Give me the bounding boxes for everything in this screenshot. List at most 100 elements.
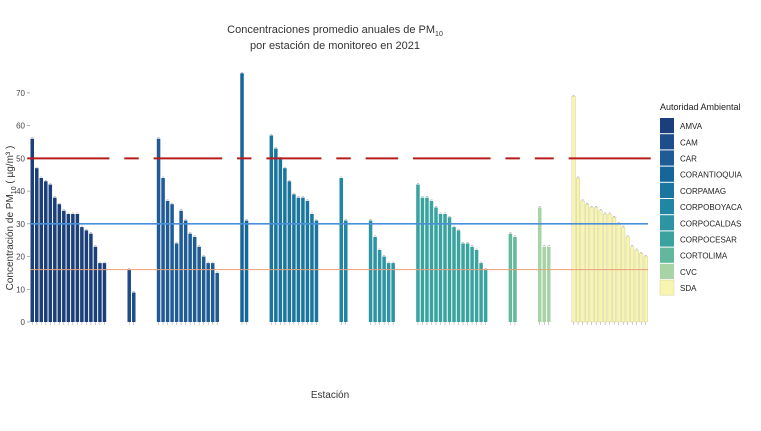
bar-corantioquia-2	[244, 220, 249, 322]
bar-car-5	[174, 243, 179, 322]
legend-label-cvc: CVC	[680, 268, 697, 277]
legend-swatch-car	[660, 150, 674, 166]
reference-lines	[27, 157, 651, 271]
bar-amva-11	[75, 214, 80, 322]
bar-cortolima-1	[508, 233, 513, 322]
bar-car-1	[156, 138, 161, 322]
bar-corpamag-10	[310, 214, 314, 322]
bar-corpocesar-14	[474, 250, 479, 322]
y-tick-label: 0	[21, 318, 26, 327]
bar-car-7	[183, 220, 188, 322]
bar-amva-15	[93, 246, 98, 322]
bar-amva-9	[66, 214, 71, 322]
bar-corpocesar-13	[470, 246, 474, 322]
legend-label-amva: AMVA	[680, 122, 703, 131]
legend-swatch-amva	[660, 118, 674, 134]
bar-corpamag-8	[301, 197, 305, 322]
bar-corpocaldas-6	[391, 263, 395, 322]
legend-swatch-cortolima	[660, 247, 674, 263]
bar-car-6	[179, 210, 183, 322]
y-tick-label: 20	[16, 253, 25, 262]
legend-swatch-sda	[659, 279, 675, 296]
legend-title: Autoridad Ambiental	[660, 102, 741, 112]
y-tick-label: 10	[16, 285, 25, 294]
bar-sda-9	[607, 213, 612, 323]
bar-sda-14	[630, 246, 635, 323]
bar-amva-10	[71, 214, 75, 322]
y-axis: 0 10 20 30 40 50 60 70	[16, 89, 30, 327]
bar-sda-6	[594, 207, 599, 323]
bar-corpocesar-15	[479, 263, 483, 322]
bar-sda-3	[580, 200, 585, 323]
bar-corpamag-9	[305, 200, 310, 322]
bar-car-8	[188, 233, 192, 322]
bar-corpamag-11	[314, 220, 319, 322]
bar-sda-15	[634, 249, 639, 323]
legend: Autoridad Ambiental AMVA CAM CAR CORANTIOQU…	[659, 102, 743, 296]
bar-corantioquia-1	[240, 73, 244, 322]
legend-label-corpocesar: CORPOCESAR	[680, 236, 737, 245]
bar-corpocesar-10	[456, 230, 461, 322]
chart-title-line1: Concentraciones promedio anuales de PM10	[227, 24, 443, 38]
bar-corpocesar-16	[483, 269, 488, 322]
bar-car-14	[215, 272, 219, 322]
bar-car-9	[192, 236, 197, 322]
bar-corpamag-1	[269, 135, 274, 322]
legend-swatch-cvc	[660, 263, 674, 279]
bar-amva-8	[62, 210, 66, 322]
bar-sda-17	[643, 256, 648, 323]
bar-corpocesar-1	[416, 184, 420, 322]
bar-corpocesar-6	[438, 214, 443, 322]
bar-amva-16	[98, 263, 102, 322]
bar-sda-11	[616, 223, 621, 323]
chart-title-line2: por estación de monitoreo en 2021	[250, 40, 420, 52]
y-tick-label: 50	[16, 154, 25, 163]
bar-corpocesar-11	[461, 243, 465, 322]
bar-corpocaldas-5	[386, 263, 391, 322]
x-axis-ticks	[32, 322, 646, 325]
bar-corpocaldas-2	[373, 236, 377, 322]
bar-sda-13	[625, 236, 630, 323]
bar-corpocaldas-3	[377, 250, 382, 322]
bar-amva-14	[89, 233, 93, 322]
bar-corpamag-5	[287, 181, 292, 322]
bar-car-13	[210, 263, 215, 322]
bar-car-10	[197, 246, 201, 322]
bar-corpamag-4	[283, 168, 287, 322]
legend-label-cortolima: CORTOLIMA	[680, 252, 728, 261]
legend-label-corpoboyaca: CORPOBOYACA	[680, 203, 743, 212]
bar-car-4	[170, 204, 174, 322]
bar-car-12	[206, 263, 210, 322]
bar-corpamag-3	[278, 158, 283, 322]
bar-cvc-3	[546, 246, 551, 322]
legend-swatch-cam	[660, 134, 674, 150]
bar-corpocaldas-1	[368, 220, 373, 322]
bar-sda-5	[589, 207, 594, 323]
legend-label-corpocaldas: CORPOCALDAS	[680, 219, 741, 228]
bar-amva-7	[57, 204, 62, 322]
bar-cam-2	[131, 292, 136, 322]
bar-cvc-1	[537, 207, 542, 322]
legend-swatch-corpocesar	[660, 231, 674, 247]
bar-amva-4	[44, 181, 48, 322]
bar-cam-1	[127, 269, 132, 322]
bar-amva-13	[84, 230, 89, 322]
bar-sda-4	[585, 203, 590, 323]
bar-corpocesar-3	[425, 197, 429, 322]
bar-amva-2	[35, 168, 39, 322]
y-tick-label: 60	[16, 122, 25, 131]
bar-corpocesar-7	[443, 214, 447, 322]
bar-amva-5	[48, 184, 53, 322]
bars	[30, 72, 648, 323]
bar-corpoboyaca-2	[344, 220, 348, 322]
y-tick-label: 30	[16, 220, 25, 229]
legend-swatch-corpamag	[660, 182, 674, 198]
bar-sda-8	[603, 213, 608, 323]
legend-label-cam: CAM	[680, 138, 698, 147]
chart-title: Concentraciones promedio anuales de PM10…	[227, 24, 443, 52]
bar-corpoboyaca-1	[339, 178, 344, 322]
legend-swatch-corpoboyaca	[660, 199, 674, 215]
bar-corpamag-6	[292, 194, 296, 322]
bar-amva-6	[53, 197, 57, 322]
bar-corpocesar-5	[434, 207, 438, 322]
